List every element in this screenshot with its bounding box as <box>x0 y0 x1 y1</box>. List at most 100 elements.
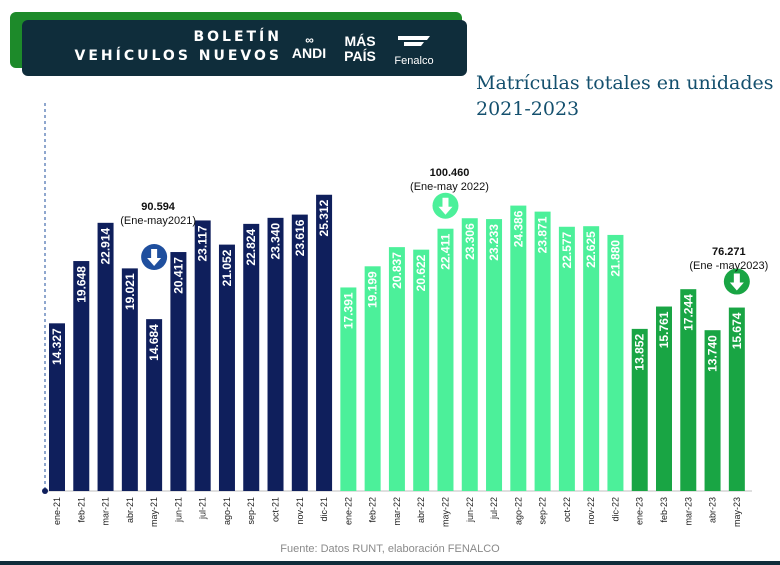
bar-nov-21 <box>291 214 308 491</box>
x-tick-label: oct-22 <box>562 497 572 522</box>
x-tick-label: jun-21 <box>173 497 183 523</box>
bar-value-label: 15.674 <box>730 312 744 349</box>
source-note: Fuente: Datos RUNT, elaboración FENALCO <box>280 543 500 555</box>
bar-oct-22 <box>558 226 575 491</box>
bar-value-label: 23.117 <box>196 225 210 261</box>
bar-abr-22 <box>413 249 430 491</box>
x-tick-label: abr-23 <box>708 497 718 523</box>
bar-oct-21 <box>267 217 284 491</box>
bar-value-label: 23.871 <box>536 216 550 253</box>
bar-ago-21 <box>218 244 235 491</box>
andi-mark-icon: ∞ <box>305 33 314 47</box>
bar-value-label: 22.824 <box>244 229 258 266</box>
andi-logo: ∞ ANDI <box>288 34 330 60</box>
bar-nov-22 <box>583 226 600 491</box>
down-arrow-glyph <box>729 273 744 291</box>
bar-jun-21 <box>170 252 187 491</box>
x-tick-label: abr-22 <box>416 497 426 523</box>
bar-value-label: 19.199 <box>366 271 380 308</box>
bar-value-label: 22.577 <box>560 231 574 268</box>
x-tick-label: feb-21 <box>76 497 86 523</box>
bar-value-label: 19.648 <box>74 266 88 303</box>
bar-value-label: 20.837 <box>390 252 404 289</box>
bar-value-label: 17.244 <box>681 294 695 331</box>
x-tick-label: ago-22 <box>513 497 523 525</box>
axis-origin-dot <box>42 488 48 494</box>
bulletin-title-line2: VEHÍCULOS NUEVOS <box>74 48 282 64</box>
bar-mar-21 <box>97 222 114 491</box>
x-tick-label: jul-22 <box>489 497 499 520</box>
bar-ene-22 <box>340 287 357 491</box>
x-tick-label: ene-21 <box>52 497 62 525</box>
x-tick-label: mar-22 <box>392 497 402 526</box>
bar-value-label: 23.233 <box>487 224 501 261</box>
fenalco-mark-icon <box>398 36 430 46</box>
bar-dic-21 <box>316 194 333 491</box>
down-arrow-glyph <box>438 197 453 215</box>
x-tick-label: ago-21 <box>222 497 232 525</box>
annotation-period: (Ene -may2023) <box>689 260 768 272</box>
chart-title-line1: Matrículas totales en unidades <box>476 72 774 94</box>
bar-value-label: 23.340 <box>269 223 283 260</box>
bar-jun-22 <box>461 218 478 492</box>
annotation-total: 90.594 <box>141 201 176 213</box>
x-tick-label: mar-21 <box>101 497 111 526</box>
bar-value-label: 20.622 <box>414 254 428 291</box>
bar-value-label: 15.761 <box>657 311 671 348</box>
bar-feb-23 <box>656 306 672 491</box>
bar-value-label: 22.411 <box>438 233 452 269</box>
x-tick-label: jun-22 <box>465 497 475 523</box>
bar-may-21 <box>146 319 163 491</box>
bar-abr-23 <box>704 330 721 491</box>
bar-value-label: 14.327 <box>50 328 64 365</box>
x-tick-label: mar-23 <box>683 497 693 526</box>
bar-value-label: 23.616 <box>293 219 307 256</box>
x-tick-label: oct-21 <box>271 497 281 522</box>
bar-value-label: 22.914 <box>99 227 113 264</box>
bar-mar-22 <box>388 247 405 491</box>
bar-jul-22 <box>486 219 503 492</box>
x-tick-label: nov-22 <box>586 497 596 525</box>
annotation-total: 100.460 <box>430 167 470 179</box>
down-arrow-glyph <box>147 249 162 266</box>
bar-value-label: 13.740 <box>706 335 720 372</box>
annotation-period: (Ene-may2021) <box>120 215 196 227</box>
bar-feb-22 <box>364 266 381 491</box>
x-tick-label: ene-22 <box>343 497 353 525</box>
bar-value-label: 13.852 <box>633 334 647 371</box>
bar-chart: 14.327 ene-21 19.648 feb-21 22.914 mar-21 19.0… <box>42 103 768 527</box>
x-tick-label: ene-23 <box>635 497 645 525</box>
bar-value-label: 17.391 <box>341 292 355 329</box>
x-tick-label: may-22 <box>440 497 450 527</box>
bar-may-23 <box>728 307 745 491</box>
x-tick-label: feb-23 <box>659 497 669 523</box>
x-tick-label: may-23 <box>732 497 742 527</box>
x-tick-label: sep-22 <box>538 497 548 525</box>
x-tick-label: may-21 <box>149 497 159 527</box>
x-tick-label: abr-21 <box>125 497 135 523</box>
x-tick-label: feb-22 <box>368 497 378 523</box>
bar-value-label: 20.417 <box>171 257 185 294</box>
bar-ene-23 <box>631 328 648 491</box>
x-tick-label: jul-21 <box>198 497 208 520</box>
fenalco-logo: Fenalco <box>388 32 440 67</box>
x-tick-label: dic-21 <box>319 497 329 522</box>
annotation-period: (Ene-may 2022) <box>410 181 489 193</box>
bar-dic-22 <box>607 234 624 491</box>
bar-value-label: 23.306 <box>463 223 477 260</box>
bar-sep-22 <box>534 211 551 491</box>
bar-may-22 <box>437 228 454 491</box>
header-banner: BOLETÍN VEHÍCULOS NUEVOS ∞ ANDI MÁS PAÍS… <box>22 20 467 76</box>
bar-feb-21 <box>73 261 90 491</box>
bar-mar-23 <box>680 289 697 491</box>
bar-sep-21 <box>243 223 260 491</box>
bar-ene-21 <box>49 323 65 491</box>
x-tick-label: nov-21 <box>295 497 305 525</box>
bulletin-title-line1: BOLETÍN <box>193 29 282 45</box>
bar-value-label: 22.625 <box>584 231 598 268</box>
bar-abr-21 <box>121 268 138 491</box>
bar-value-label: 25.312 <box>317 199 331 236</box>
annotation-total: 76.271 <box>712 246 746 258</box>
chart-title: Matrículas totales en unidades 2021-2023 <box>476 70 774 122</box>
mas-pais-logo: MÁS PAÍS <box>344 33 376 64</box>
